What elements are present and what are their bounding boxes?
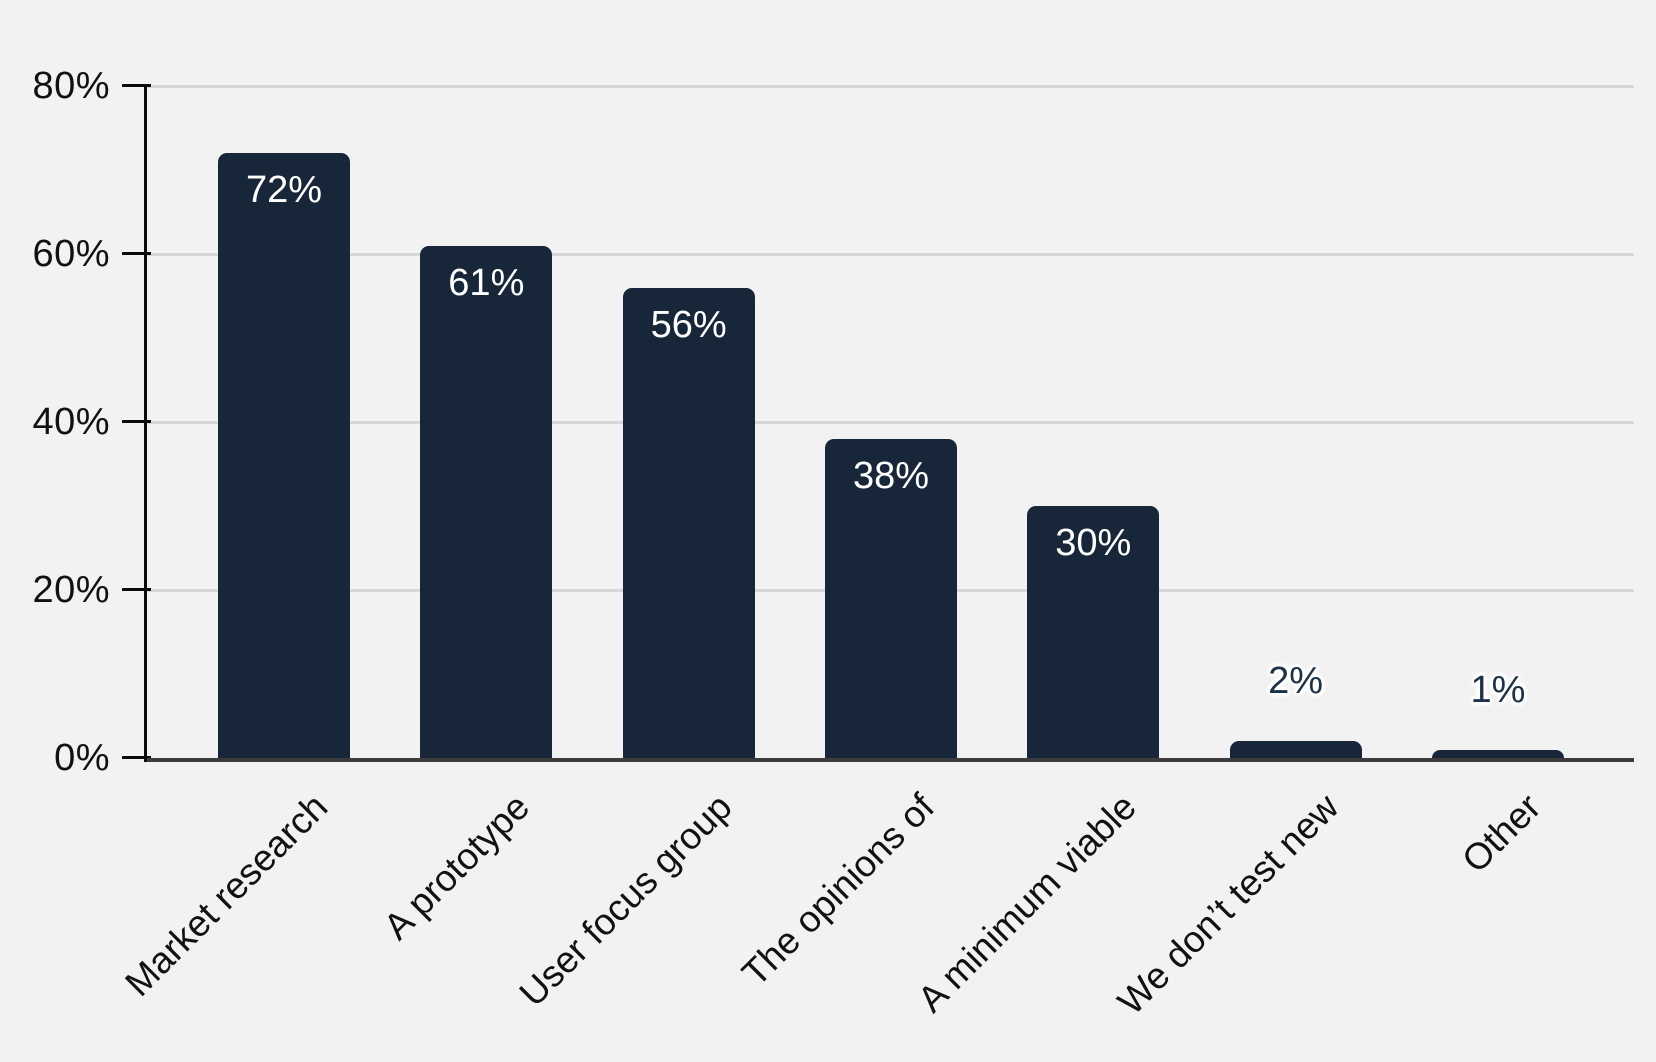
gridline xyxy=(145,252,1634,256)
bar-we-don-t-test-new xyxy=(1229,741,1362,758)
value-label-we-don-t-test-new: 2% xyxy=(1268,660,1324,703)
value-label-market-research: 72% xyxy=(245,169,323,212)
bar-a-minimum-viable xyxy=(1027,506,1160,758)
value-label-a-minimum-viable: 30% xyxy=(1055,522,1132,564)
bar-a-prototype xyxy=(420,245,553,758)
y-axis-tick xyxy=(122,588,151,591)
y-axis-tick xyxy=(122,420,151,423)
x-category-label-a-minimum-viable: A minimum viable xyxy=(910,786,1145,1021)
value-label-a-prototype: 61% xyxy=(448,261,525,304)
y-tick-label: 20% xyxy=(32,569,110,611)
x-axis-baseline xyxy=(145,758,1634,762)
value-label-other: 1% xyxy=(1470,668,1526,711)
y-axis-tick xyxy=(122,84,151,87)
y-tick-label: 0% xyxy=(54,737,110,779)
y-axis-line xyxy=(144,84,147,762)
x-category-label-market-research: Market research xyxy=(116,786,335,1005)
bar-the-opinions-of xyxy=(824,438,957,758)
y-axis-tick xyxy=(122,756,151,759)
y-tick-label: 80% xyxy=(32,65,110,107)
gridline xyxy=(145,84,1634,88)
x-category-label-the-opinions-of: The opinions of xyxy=(734,786,942,994)
value-label-user-focus-group: 56% xyxy=(650,303,727,346)
gridline xyxy=(145,420,1634,424)
y-tick-label: 60% xyxy=(32,233,110,275)
bar-market-research xyxy=(218,153,350,758)
bar-user-focus-group xyxy=(622,287,755,758)
bar-other xyxy=(1431,749,1564,758)
y-tick-label: 40% xyxy=(32,401,110,443)
y-axis-tick xyxy=(122,252,151,255)
x-category-label-a-prototype: A prototype xyxy=(375,786,538,948)
value-label-the-opinions-of: 38% xyxy=(852,454,930,497)
x-category-label-we-don-t-test-new: We don’t test new xyxy=(1110,786,1347,1023)
x-category-label-other: Other xyxy=(1454,786,1549,881)
x-category-label-user-focus-group: User focus group xyxy=(511,786,740,1015)
